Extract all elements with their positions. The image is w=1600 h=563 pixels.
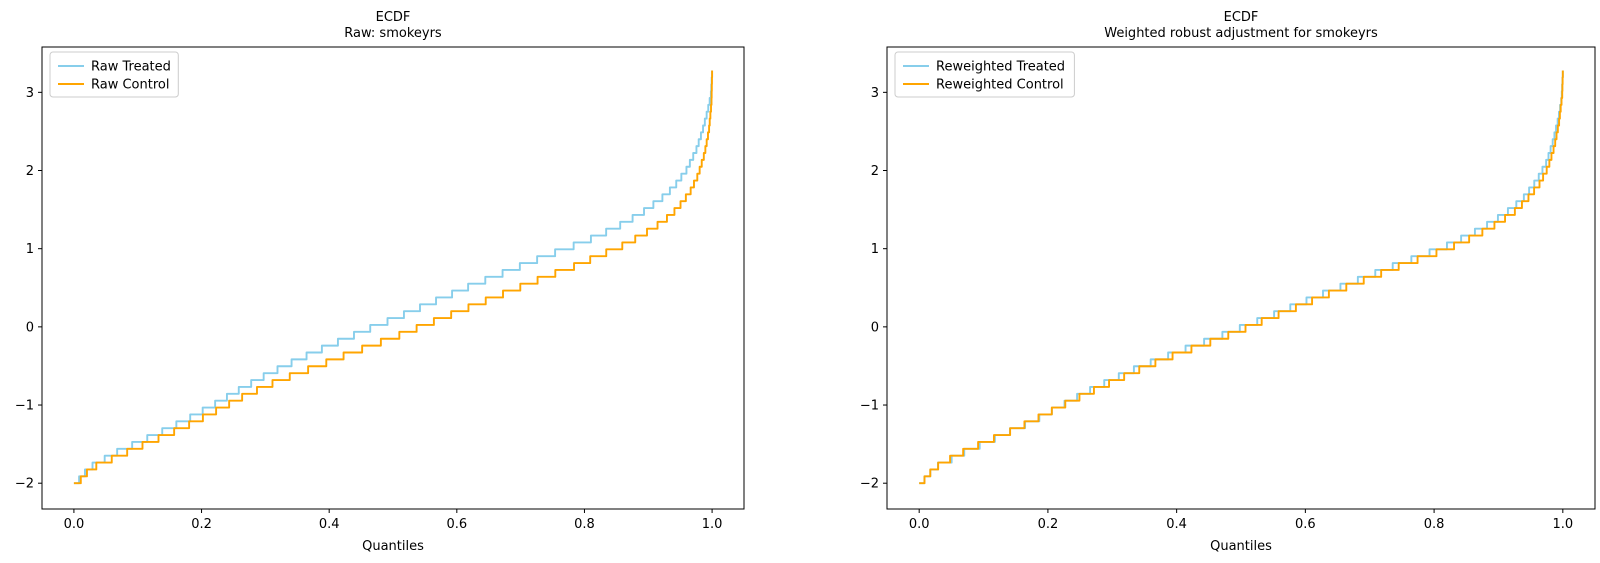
plot-subtitle: Raw: smokeyrs — [344, 26, 442, 41]
x-tick-label: 0.6 — [1295, 517, 1316, 532]
y-tick-label: 2 — [871, 164, 879, 179]
y-tick-label: −2 — [860, 477, 879, 492]
x-tick-label: 0.8 — [574, 517, 595, 532]
y-tick-label: 1 — [26, 242, 34, 257]
legend-label: Raw Control — [91, 78, 169, 93]
x-tick-label: 0.0 — [64, 517, 85, 532]
legend-label: Reweighted Treated — [936, 60, 1065, 75]
legend: Raw Treated Raw Control — [49, 51, 179, 98]
x-tick-label: 0.2 — [191, 517, 212, 532]
x-tick-label: 0.8 — [1424, 517, 1445, 532]
plot-subtitle: Weighted robust adjustment for smokeyrs — [1104, 26, 1378, 41]
x-tick-label: 0.2 — [1038, 517, 1059, 532]
y-tick-label: 2 — [26, 164, 34, 179]
legend-label: Raw Treated — [91, 60, 171, 75]
legend-box — [49, 51, 179, 98]
y-tick-label: 0 — [871, 320, 879, 335]
legend: Reweighted Treated Reweighted Control — [894, 51, 1075, 98]
x-tick-label: 0.0 — [909, 517, 930, 532]
x-tick-label: 1.0 — [702, 517, 723, 532]
y-tick-label: −1 — [15, 399, 34, 414]
plot-title: ECDF — [1224, 10, 1259, 25]
series-line-raw-control — [73, 70, 714, 485]
x-axis-label: Quantiles — [1210, 539, 1272, 554]
y-tick-label: 3 — [871, 86, 879, 101]
y-tick-label: −1 — [860, 399, 879, 414]
y-tick-label: 1 — [871, 242, 879, 257]
x-tick-label: 0.4 — [1166, 517, 1187, 532]
y-tick-label: −2 — [15, 477, 34, 492]
axes-frame — [41, 46, 745, 510]
plot-title: ECDF — [376, 10, 411, 25]
x-axis-label: Quantiles — [362, 539, 424, 554]
legend-label: Reweighted Control — [936, 78, 1064, 93]
x-tick-label: 1.0 — [1552, 517, 1573, 532]
y-tick-label: 3 — [26, 86, 34, 101]
y-tick-label: 0 — [26, 320, 34, 335]
series-line-raw-treated — [73, 70, 714, 485]
series-line-reweighted-control — [919, 70, 1564, 485]
legend-box — [894, 51, 1075, 98]
x-tick-label: 0.4 — [319, 517, 340, 532]
x-tick-label: 0.6 — [446, 517, 467, 532]
axes-frame — [886, 46, 1596, 510]
